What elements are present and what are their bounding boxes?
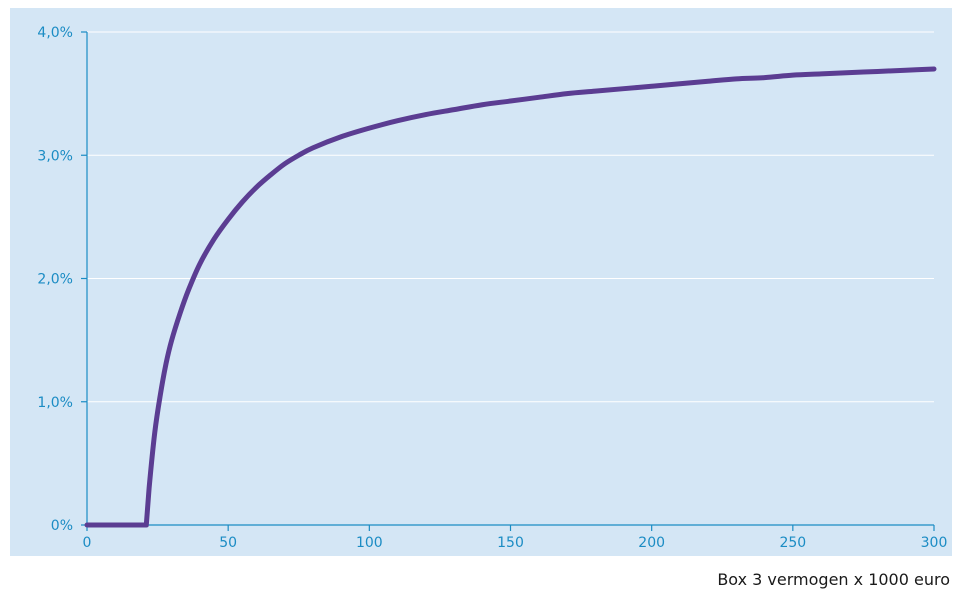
x-tick-label-2: 100 — [356, 535, 383, 551]
y-tick-label-3: 3,0% — [37, 148, 73, 164]
x-tick-label-3: 150 — [497, 535, 524, 551]
gridlines — [87, 31, 934, 403]
axes — [81, 31, 935, 531]
series-layer — [84, 66, 937, 528]
x-tick-label-0: 0 — [83, 535, 92, 551]
y-tick-label-2: 2,0% — [37, 272, 73, 288]
plot-background — [10, 8, 952, 556]
x-tick-label-1: 50 — [219, 535, 237, 551]
x-tick-label-6: 300 — [921, 535, 948, 551]
x-axis-label: Box 3 vermogen x 1000 euro — [717, 570, 950, 589]
y-tick-label-4: 4,0% — [37, 25, 73, 41]
series-line-0 — [84, 66, 937, 528]
x-tick-label-5: 250 — [779, 535, 806, 551]
y-tick-label-0: 0% — [51, 518, 73, 534]
y-tick-label-1: 1,0% — [37, 395, 73, 411]
tick-labels: 0% 1,0% 2,0% 3,0% 4,0% 0 50 100 150 200 250 300 — [37, 25, 947, 551]
x-tick-label-4: 200 — [638, 535, 665, 551]
